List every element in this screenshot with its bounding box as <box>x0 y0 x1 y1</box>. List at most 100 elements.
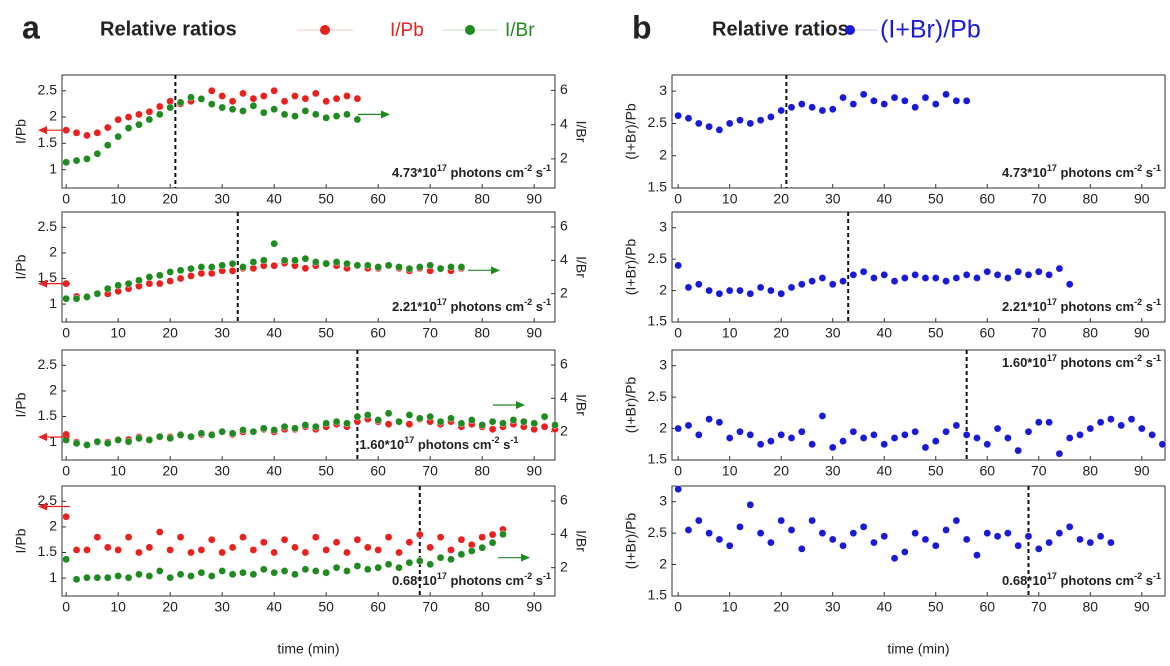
data-point <box>83 573 91 582</box>
data-point <box>311 533 320 541</box>
data-point <box>259 538 268 547</box>
plot-frame <box>671 349 1166 461</box>
data-point <box>395 417 403 426</box>
x-tick-label: 40 <box>876 599 892 615</box>
data-point <box>1076 431 1084 439</box>
data-point <box>859 523 868 531</box>
data-point <box>694 431 703 439</box>
annotation-superscript: 17 <box>437 297 447 307</box>
annotation-text: 4.73*10 <box>1002 165 1047 180</box>
x-tick-label: 90 <box>1134 325 1150 341</box>
data-point <box>488 425 497 434</box>
y-tick-label: 2.5 <box>648 524 668 540</box>
x-tick-label: 20 <box>162 599 178 615</box>
data-point <box>405 558 414 567</box>
data-point <box>849 100 858 108</box>
y2-axis-label: I/Br <box>573 530 589 552</box>
y-axis-label: (I+Br)/Pb <box>623 377 639 434</box>
data-point <box>415 557 424 565</box>
annotation: 1.60*1017 photons cm-2 s-1 <box>359 435 518 452</box>
y2-tick-label: 6 <box>560 492 568 508</box>
data-point <box>363 565 372 574</box>
annotation-text: photons cm <box>1057 299 1134 314</box>
data-point <box>415 263 424 271</box>
data-point <box>901 274 909 282</box>
annotation-superscript: -1 <box>1153 297 1161 307</box>
data-point <box>684 421 693 430</box>
data-point <box>859 434 868 442</box>
y2-tick-label: 4 <box>560 389 568 405</box>
plot-frame <box>671 485 1166 597</box>
data-point <box>145 279 154 288</box>
y2-axis-label: I/Br <box>573 394 589 416</box>
annotation-superscript: -1 <box>1153 163 1161 173</box>
data-point <box>1107 415 1115 423</box>
data-point <box>259 256 268 265</box>
data-point <box>155 528 164 536</box>
x-tick-label: 10 <box>110 463 126 479</box>
data-point <box>239 107 247 115</box>
annotation-superscript: -1 <box>543 297 551 307</box>
x-tick-label: 80 <box>474 599 490 615</box>
data-point <box>103 573 112 582</box>
data-point <box>1065 280 1074 289</box>
y-tick-label: 3 <box>659 218 667 234</box>
data-point <box>405 538 414 547</box>
data-point <box>993 424 1002 433</box>
annotation-superscript: 17 <box>1047 571 1057 581</box>
y-tick-label: 2 <box>659 146 667 162</box>
data-point <box>301 94 310 103</box>
annotation-text: 0.68*10 <box>1002 573 1047 588</box>
y-tick-label: 2 <box>49 108 57 124</box>
y-tick-label: 2.5 <box>648 388 668 404</box>
data-point <box>426 412 434 421</box>
data-point <box>787 526 796 534</box>
data-point <box>322 114 330 122</box>
x-tick-label: 80 <box>1083 325 1099 341</box>
data-point <box>415 414 424 423</box>
x-tick-label: 50 <box>928 599 944 615</box>
data-point <box>415 530 424 539</box>
y-tick-label: 1.5 <box>38 269 58 285</box>
data-point <box>436 417 445 426</box>
data-point <box>62 294 70 303</box>
annotation-superscript: -1 <box>1153 353 1161 363</box>
data-point <box>343 567 351 575</box>
x-tick-label: 40 <box>266 599 282 615</box>
data-point <box>787 434 796 442</box>
data-point <box>301 107 310 115</box>
x-tick-label: 20 <box>773 463 789 479</box>
y-tick-label: 2.5 <box>38 218 58 234</box>
data-point <box>880 440 889 449</box>
data-point <box>921 93 930 102</box>
x-tick-label: 70 <box>1031 191 1047 207</box>
data-point <box>166 434 174 443</box>
data-point <box>798 100 806 108</box>
data-point <box>83 131 91 140</box>
data-point <box>931 274 940 282</box>
annotation: 0.68*1017 photons cm-2 s-1 <box>392 571 551 588</box>
y-axis-label: I/Pb <box>13 254 29 279</box>
data-point <box>187 272 195 280</box>
x-tick-label: 90 <box>526 463 542 479</box>
data-point <box>1096 418 1105 427</box>
plot-frame <box>61 211 556 323</box>
data-point <box>280 110 289 119</box>
annotation-text: photons cm <box>447 299 524 314</box>
x-tick-label: 10 <box>110 191 126 207</box>
data-point <box>301 548 310 557</box>
data-point <box>135 434 143 443</box>
x-tick-label: 90 <box>526 325 542 341</box>
x-tick-label: 80 <box>474 191 490 207</box>
data-point <box>684 114 693 123</box>
data-point <box>197 429 206 438</box>
data-point <box>921 443 930 452</box>
data-point <box>436 553 445 562</box>
data-point <box>684 283 693 292</box>
data-point <box>839 93 847 102</box>
data-point <box>62 555 70 564</box>
x-tick-label: 20 <box>162 325 178 341</box>
x-tick-label: 90 <box>1134 191 1150 207</box>
data-point <box>767 113 775 121</box>
panel-label: b <box>632 9 652 45</box>
